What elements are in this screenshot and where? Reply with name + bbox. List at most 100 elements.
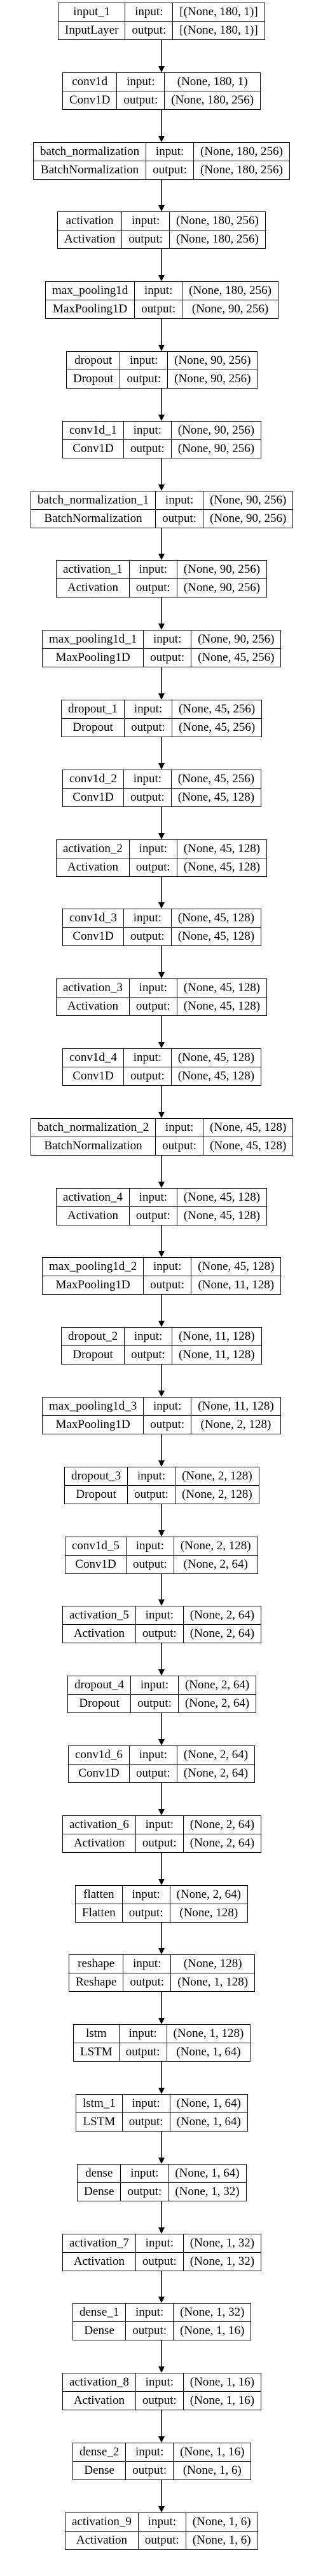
output-label: output: — [125, 22, 173, 40]
output-shape: (None, 45, 128) — [177, 1207, 266, 1225]
input-shape: (None, 90, 256) — [168, 352, 258, 370]
output-shape: (None, 1, 6) — [186, 2532, 258, 2550]
output-label: output: — [122, 2113, 170, 2132]
output-label: output: — [126, 2462, 174, 2480]
input-label: input: — [144, 631, 191, 649]
input-shape: (None, 45, 128) — [191, 1258, 281, 1276]
layer-type: Conv1D — [63, 440, 124, 458]
input-shape: (None, 2, 128) — [175, 1467, 259, 1486]
output-shape: (None, 45, 128) — [171, 789, 261, 807]
layer-type: Activation — [63, 2392, 136, 2410]
input-shape: (None, 45, 128) — [177, 840, 266, 858]
output-shape: (None, 180, 256) — [170, 230, 266, 249]
layer-name: dropout_1 — [62, 700, 125, 719]
input-label: input: — [146, 143, 194, 161]
input-label: input: — [123, 1049, 171, 1067]
input-label: input: — [119, 2025, 167, 2043]
layer-node-activation-8: activation_8 input: (None, 1, 16) Activatio… — [62, 2373, 261, 2410]
layer-node-activation-6: activation_6 input: (None, 2, 64) Activatio… — [62, 1815, 261, 1853]
output-label: output: — [135, 2392, 183, 2410]
input-label: input: — [128, 1467, 175, 1486]
edge-arrowhead — [158, 1879, 165, 1885]
output-shape: (None, 1, 32) — [183, 2253, 261, 2271]
layer-type: Dropout — [67, 370, 120, 389]
input-shape: (None, 180, 1) — [165, 73, 261, 91]
input-label: input: — [123, 909, 171, 928]
output-shape: (None, 1, 128) — [171, 1973, 255, 1992]
output-shape: (None, 11, 128) — [172, 1346, 261, 1365]
layer-node-input-1: input_1 input: [(None, 180, 1)] InputLayer o… — [58, 3, 265, 40]
input-shape: (None, 180, 256) — [182, 282, 278, 300]
edge-arrowhead — [158, 2366, 165, 2373]
output-shape: (None, 90, 256) — [171, 440, 261, 458]
edge-arrowhead — [158, 1460, 165, 1467]
output-shape: (None, 1, 16) — [174, 2322, 251, 2340]
output-shape: (None, 2, 64) — [178, 1695, 256, 1713]
layer-type: LSTM — [76, 2113, 123, 2132]
layer-type: Activation — [57, 1207, 130, 1225]
edge-arrowhead — [158, 1182, 165, 1188]
input-shape: (None, 45, 256) — [172, 700, 261, 719]
input-label: input: — [125, 1328, 172, 1346]
layer-name: lstm — [74, 2025, 120, 2043]
input-shape: (None, 90, 256) — [191, 631, 281, 649]
layer-node-activation-1: activation_1 input: (None, 90, 256) Activat… — [56, 560, 267, 597]
edge-arrowhead — [158, 1251, 165, 1257]
edge-arrowhead — [158, 415, 165, 421]
output-shape: (None, 2, 128) — [191, 1416, 281, 1434]
input-label: input: — [131, 1676, 179, 1695]
edge-arrowhead — [158, 1669, 165, 1676]
layer-name: activation_4 — [57, 1189, 130, 1207]
edge-arrowhead — [158, 205, 165, 211]
output-shape: [(None, 180, 1)] — [173, 22, 265, 40]
layer-name: batch_normalization_1 — [31, 491, 156, 510]
layer-name: activation_2 — [57, 840, 130, 858]
layer-node-conv1d-5: conv1d_5 input: (None, 2, 128) Conv1D output… — [65, 1537, 258, 1574]
edge-arrowhead — [158, 2436, 165, 2443]
output-shape: (None, 1, 64) — [170, 2113, 247, 2132]
layer-type: Dropout — [62, 1346, 125, 1365]
input-label: input: — [123, 1955, 171, 1973]
layer-node-lstm: lstm input: (None, 1, 128) LSTM output: (None… — [73, 2024, 251, 2062]
layer-type: Conv1D — [69, 1765, 130, 1783]
edge-arrowhead — [158, 624, 165, 630]
input-label: input: — [121, 2165, 168, 2183]
input-label: input: — [156, 491, 203, 510]
input-shape: (None, 2, 64) — [177, 1746, 254, 1765]
input-label: input: — [123, 770, 171, 789]
layer-type: MaxPooling1D — [43, 1276, 144, 1295]
output-label: output: — [129, 1207, 177, 1225]
layer-node-dropout: dropout input: (None, 90, 256) Dropout outpu… — [66, 351, 258, 389]
layer-name: activation_5 — [63, 1606, 136, 1625]
layer-name: max_pooling1d_1 — [43, 631, 144, 649]
output-shape: (None, 45, 256) — [191, 649, 281, 667]
input-shape: (None, 1, 6) — [186, 2513, 258, 2532]
output-shape: (None, 90, 256) — [177, 579, 266, 597]
edge-arrowhead — [158, 1530, 165, 1537]
output-label: output: — [125, 719, 172, 737]
layer-type: Activation — [63, 1834, 136, 1853]
layer-node-dense-1: dense_1 input: (None, 1, 32) Dense output: (N… — [72, 2303, 251, 2340]
input-label: input: — [129, 1746, 177, 1765]
output-shape: (None, 45, 256) — [172, 719, 261, 737]
output-label: output: — [117, 91, 165, 110]
layer-node-flatten: flatten input: (None, 2, 64) Flatten output:… — [75, 1885, 248, 1923]
output-label: output: — [146, 161, 194, 180]
edge-arrowhead — [158, 1948, 165, 1954]
output-shape: (None, 90, 256) — [182, 300, 278, 319]
output-label: output: — [126, 2322, 174, 2340]
output-label: output: — [144, 1416, 191, 1434]
input-shape: (None, 11, 128) — [191, 1398, 281, 1416]
edge-arrowhead — [158, 693, 165, 700]
output-label: output: — [138, 2532, 186, 2550]
input-label: input: — [129, 840, 177, 858]
output-label: output: — [156, 510, 203, 528]
layer-name: input_1 — [58, 3, 125, 22]
layer-type: Dropout — [68, 1695, 131, 1713]
output-label: output: — [119, 2043, 167, 2062]
layer-name: max_pooling1d_2 — [43, 1258, 144, 1276]
layer-node-conv1d-1: conv1d_1 input: (None, 90, 256) Conv1D outpu… — [62, 421, 261, 458]
layer-node-dropout-2: dropout_2 input: (None, 11, 128) Dropout out… — [61, 1327, 262, 1365]
layer-name: reshape — [69, 1955, 123, 1973]
layer-name: activation_6 — [63, 1816, 136, 1834]
